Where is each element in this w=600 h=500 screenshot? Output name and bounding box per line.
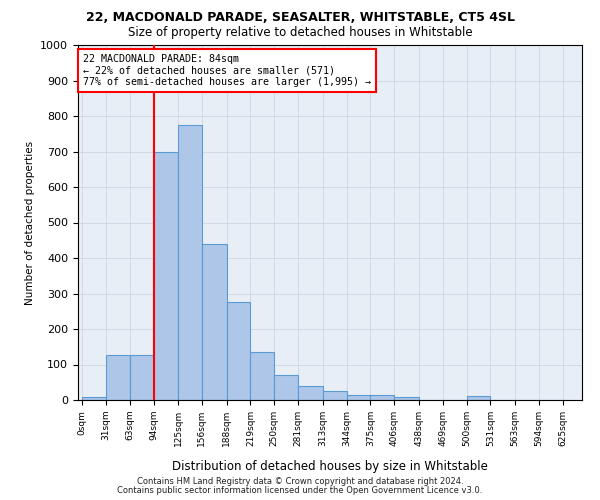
Bar bbox=[178, 125, 202, 400]
Bar bbox=[347, 394, 370, 400]
Bar bbox=[323, 391, 347, 400]
Text: 22, MACDONALD PARADE, SEASALTER, WHITSTABLE, CT5 4SL: 22, MACDONALD PARADE, SEASALTER, WHITSTA… bbox=[86, 11, 515, 24]
Text: Contains public sector information licensed under the Open Government Licence v3: Contains public sector information licen… bbox=[118, 486, 482, 495]
Y-axis label: Number of detached properties: Number of detached properties bbox=[25, 140, 35, 304]
Bar bbox=[202, 244, 227, 400]
Text: 22 MACDONALD PARADE: 84sqm
← 22% of detached houses are smaller (571)
77% of sem: 22 MACDONALD PARADE: 84sqm ← 22% of deta… bbox=[83, 54, 371, 87]
Bar bbox=[106, 354, 130, 400]
Bar bbox=[130, 354, 154, 400]
X-axis label: Distribution of detached houses by size in Whitstable: Distribution of detached houses by size … bbox=[172, 460, 488, 473]
Text: Size of property relative to detached houses in Whitstable: Size of property relative to detached ho… bbox=[128, 26, 472, 39]
Bar bbox=[467, 396, 490, 400]
Bar bbox=[82, 397, 106, 400]
Bar bbox=[370, 394, 394, 400]
Bar bbox=[250, 352, 274, 400]
Text: Contains HM Land Registry data © Crown copyright and database right 2024.: Contains HM Land Registry data © Crown c… bbox=[137, 477, 463, 486]
Bar bbox=[227, 302, 250, 400]
Bar bbox=[394, 397, 419, 400]
Bar bbox=[298, 386, 323, 400]
Bar bbox=[154, 152, 178, 400]
Bar bbox=[274, 375, 298, 400]
